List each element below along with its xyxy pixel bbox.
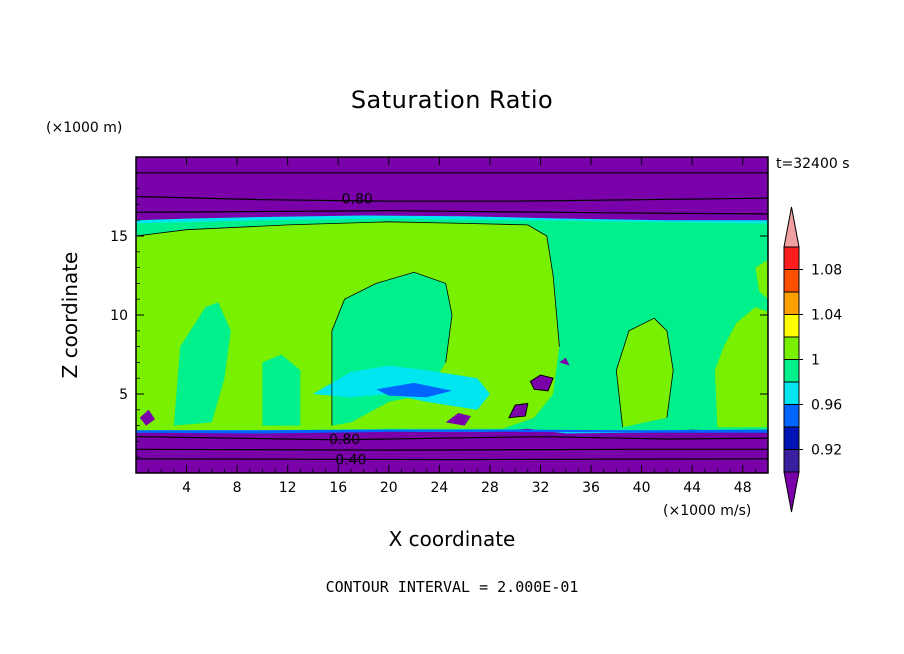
y-tick-label: 5: [119, 387, 128, 403]
x-tick-label: 28: [481, 480, 499, 496]
colorbar-box: [783, 426, 800, 450]
dry-pocket-3: [445, 413, 471, 426]
contour-lower-2: [135, 448, 768, 451]
colorbar-box: [783, 269, 800, 293]
contour-right-col: [615, 317, 674, 428]
colorbar-box: [783, 359, 800, 383]
x-tick-label: 48: [734, 480, 752, 496]
x-tick-label: 40: [633, 480, 651, 496]
contour-labels: 0.80 0.80 0.40: [329, 192, 373, 469]
right-edge-patch: [755, 259, 768, 300]
x-tick-label: 4: [182, 480, 191, 496]
x-tick-label: 12: [279, 480, 297, 496]
contour-lines: [135, 172, 769, 461]
time-label: t=32400 s: [776, 156, 850, 172]
left-column: [173, 302, 231, 426]
contour-0.80-upper: [135, 195, 769, 202]
mid-column: [262, 354, 301, 426]
x-tick-label: 20: [380, 480, 398, 496]
colorbar-box: [783, 381, 800, 405]
colorbar-lower-triangle: [783, 471, 800, 513]
colorbar-label: 1.08: [811, 263, 842, 279]
colorbar-label: 1.04: [811, 308, 842, 324]
colorbar-box: [783, 246, 800, 270]
contour-label-2: 0.40: [335, 452, 366, 468]
right-column-2: [714, 307, 768, 428]
colorbar-label: 0.92: [811, 443, 842, 459]
x-axis-ticks: 4 8 12 16 20 24 28 32 36 40 44 48: [148, 157, 756, 496]
x-tick-label: 44: [683, 480, 701, 496]
contour-cloud-edge: [135, 221, 560, 347]
x-tick-label: 16: [329, 480, 347, 496]
x-tick-label: 32: [532, 480, 550, 496]
dry-pocket-4: [139, 409, 155, 426]
contour-core: [331, 271, 453, 426]
colorbar-box: [783, 314, 800, 338]
contour-upper-3: [135, 210, 769, 215]
dry-pocket-1: [529, 374, 554, 392]
right-column-1: [616, 318, 674, 428]
boundary-layer: [136, 428, 768, 473]
x-axis-label: X coordinate: [388, 527, 516, 551]
colorbar-box: [783, 449, 800, 473]
colorbar: 0.92 0.96 1 1.04 1.08: [783, 206, 842, 513]
upper-dry-cap: [136, 157, 768, 215]
colorbar-box: [783, 336, 800, 360]
dry-pocket-2: [508, 402, 529, 419]
y-tick-label: 10: [110, 308, 128, 324]
contour-interval-note: CONTOUR INTERVAL = 2.000E-01: [325, 578, 579, 596]
colorbar-box: [783, 404, 800, 428]
chart-title: Saturation Ratio: [350, 86, 554, 114]
x-tick-label: 36: [582, 480, 600, 496]
mixed-layer-blue: [376, 382, 452, 398]
y-axis-unit: (×1000 m): [46, 120, 123, 136]
colorbar-upper-triangle: [783, 206, 800, 248]
colorbar-box: [783, 291, 800, 315]
dry-pocket-5: [559, 357, 570, 366]
x-tick-label: 24: [430, 480, 448, 496]
boundary-edge: [136, 429, 768, 434]
contour-label-1: 0.80: [329, 432, 360, 448]
colorbar-label: 0.96: [811, 398, 842, 414]
y-tick-label: 15: [110, 229, 128, 245]
x-tick-label: 8: [233, 480, 242, 496]
contour-label-0: 0.80: [342, 192, 373, 208]
y-axis-ticks: 5 10 15: [110, 172, 768, 458]
x-axis-unit: (×1000 m/s): [663, 503, 752, 519]
contour-0.40: [135, 458, 769, 461]
contour-0.80-lower: [135, 436, 769, 441]
colorbar-label: 1: [811, 353, 820, 369]
